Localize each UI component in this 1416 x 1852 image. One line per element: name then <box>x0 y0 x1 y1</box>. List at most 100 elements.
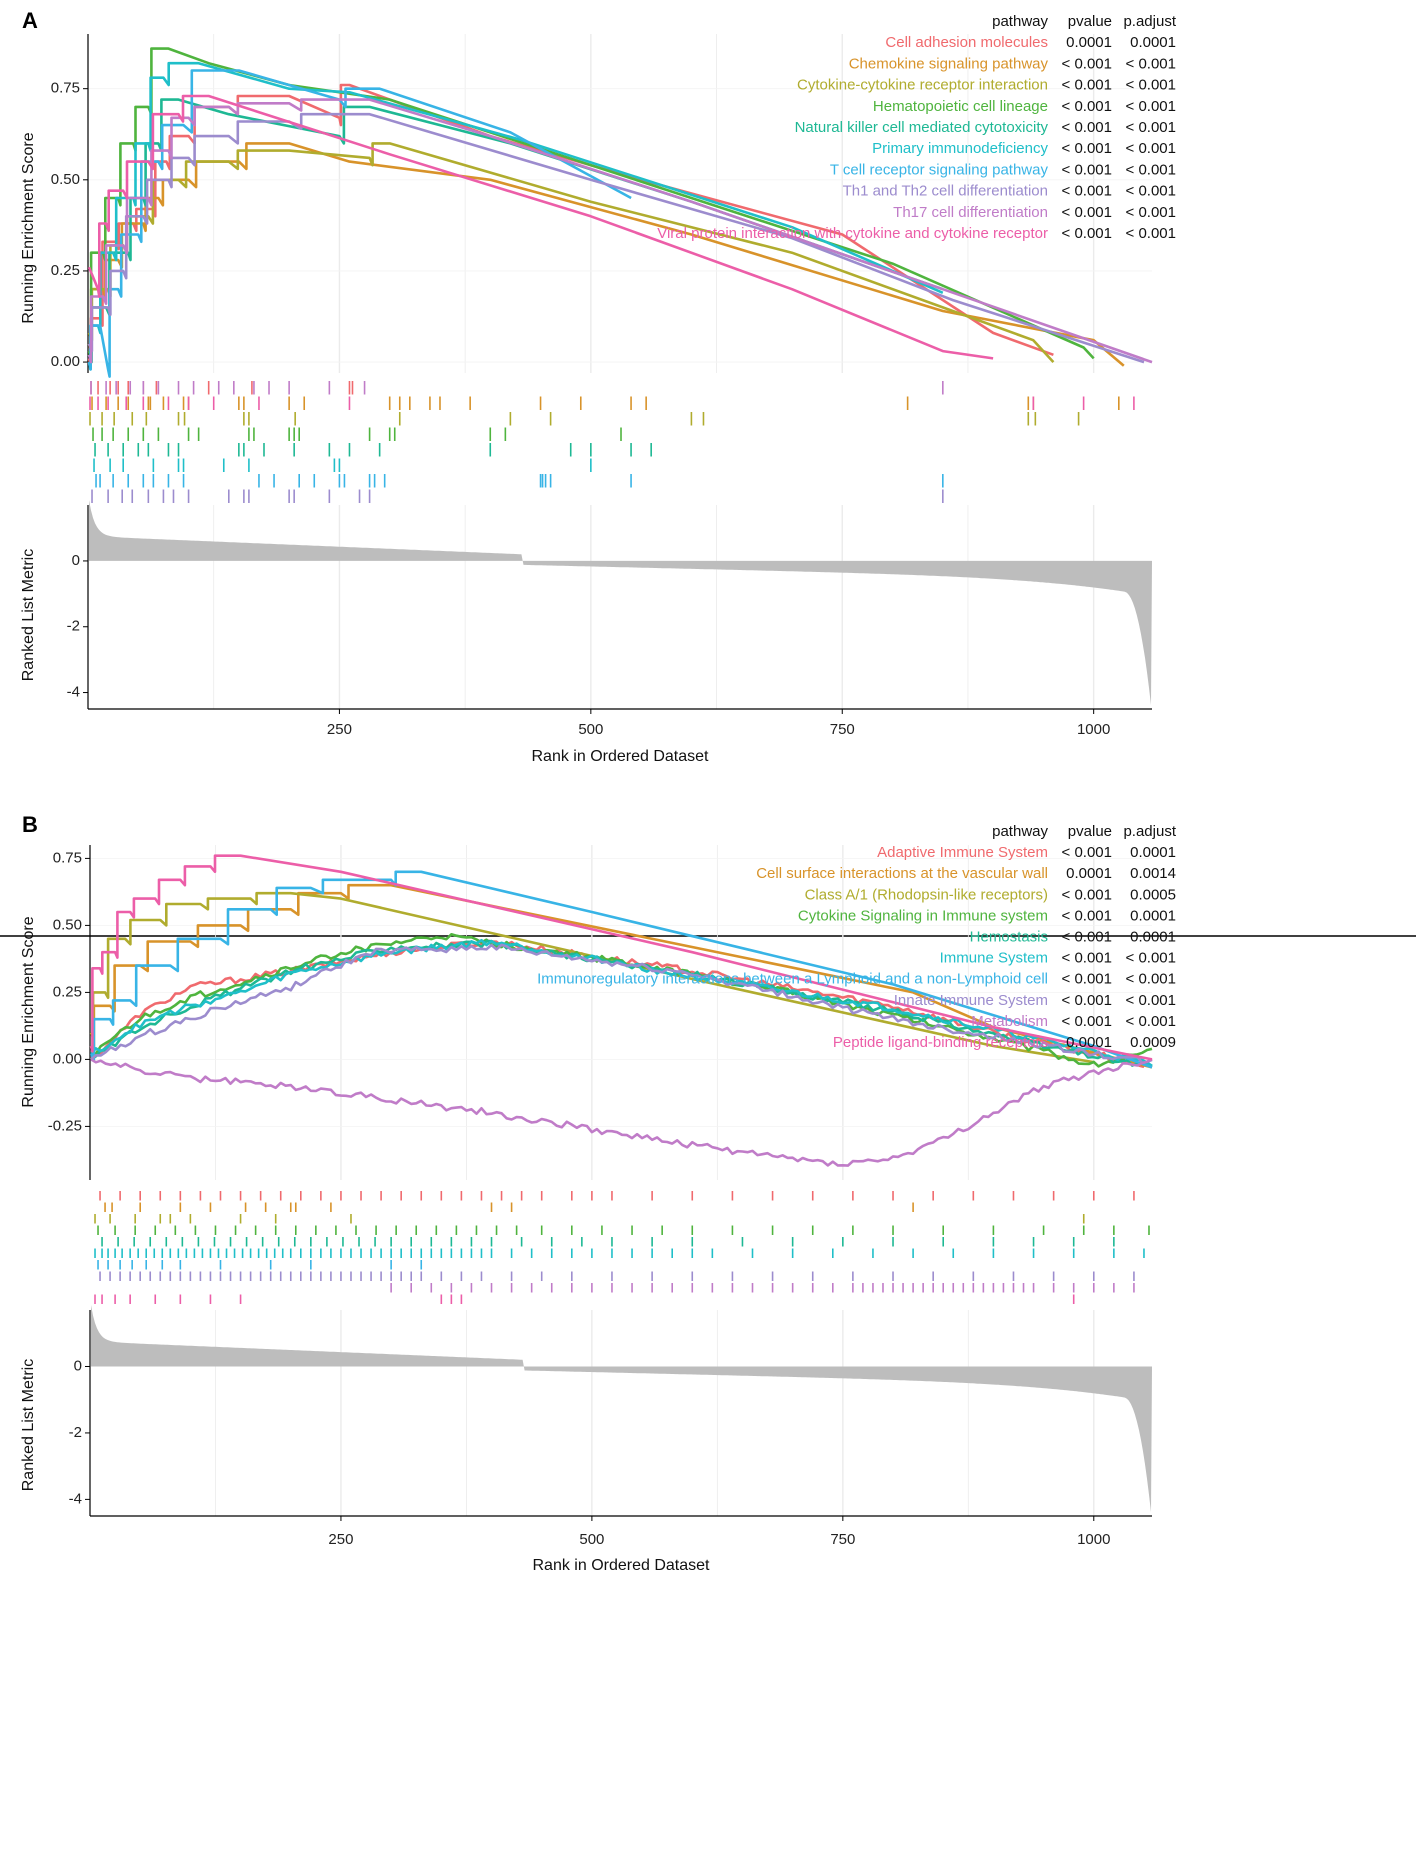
legend-entry-pvalue: < 0.001 <box>1062 225 1112 242</box>
legend-entry-padjust: < 0.001 <box>1126 161 1176 178</box>
series-line <box>87 69 632 378</box>
series-line <box>87 94 994 360</box>
x-axis-label: Rank in Ordered Dataset <box>533 1557 711 1574</box>
legend-entry-padjust: < 0.001 <box>1126 77 1176 94</box>
legend-header-pvalue: pvalue <box>1068 13 1112 30</box>
legend-header-pathway: pathway <box>992 823 1048 840</box>
y-tick-label: 0.50 <box>51 171 80 188</box>
legend-entry-name: Innate Immune System <box>894 992 1048 1009</box>
legend-entry-name: Immune System <box>940 950 1048 967</box>
ranked-tick-label: -4 <box>69 1490 82 1507</box>
legend-entry-name: T cell receptor signaling pathway <box>830 161 1049 178</box>
y-tick-label: 0.75 <box>53 849 82 866</box>
legend-entry-padjust: 0.0001 <box>1130 928 1176 945</box>
ranked-list-area <box>91 1305 1152 1513</box>
series-line <box>90 939 1153 1068</box>
legend-entry-padjust: < 0.001 <box>1126 992 1176 1009</box>
legend-entry-pvalue: < 0.001 <box>1062 971 1112 988</box>
y-tick-label: 0.25 <box>53 983 82 1000</box>
y-axis-label-running-score: Running Enrichment Score <box>20 132 37 323</box>
legend-entry-pvalue: < 0.001 <box>1062 161 1112 178</box>
legend-entry-name: Adaptive Immune System <box>877 844 1048 861</box>
legend-entry-padjust: 0.0005 <box>1130 886 1176 903</box>
legend-entry-pvalue: < 0.001 <box>1062 886 1112 903</box>
ranked-tick-label: 0 <box>74 1357 82 1374</box>
x-tick-label: 250 <box>328 1531 353 1548</box>
legend-entry-name: Primary immunodeficiency <box>872 140 1048 157</box>
legend-entry-pvalue: 0.0001 <box>1066 34 1112 51</box>
legend-header-padjust: p.adjust <box>1123 823 1176 840</box>
y-tick-label: 0.00 <box>53 1050 82 1067</box>
y-tick-label: 0.25 <box>51 262 80 279</box>
legend-entry-padjust: 0.0001 <box>1130 34 1176 51</box>
legend-entry-name: Cytokine Signaling in Immune system <box>798 907 1048 924</box>
legend-entry-name: Class A/1 (Rhodopsin-like receptors) <box>805 886 1048 903</box>
x-tick-label: 500 <box>578 721 603 738</box>
legend-entry-pvalue: < 0.001 <box>1062 55 1112 72</box>
legend-entry-name: Cell surface interactions at the vascula… <box>756 865 1048 882</box>
legend-entry-pvalue: < 0.001 <box>1062 77 1112 94</box>
legend-entry-name: Immunoregulatory interactions between a … <box>537 971 1048 988</box>
ranked-tick-label: -4 <box>67 684 80 701</box>
legend-entry-name: Th1 and Th2 cell differentiation <box>843 183 1048 200</box>
legend-entry-padjust: < 0.001 <box>1126 183 1176 200</box>
x-tick-label: 250 <box>327 721 352 738</box>
legend-entry-padjust: < 0.001 <box>1126 204 1176 221</box>
legend-entry-pvalue: < 0.001 <box>1062 183 1112 200</box>
ranked-tick-label: -2 <box>69 1424 82 1441</box>
legend-entry-pvalue: < 0.001 <box>1062 844 1112 861</box>
legend-entry-padjust: 0.0001 <box>1130 844 1176 861</box>
ranked-tick-label: -2 <box>67 618 80 635</box>
ranked-tick-label: 0 <box>72 552 80 569</box>
series-line <box>90 1057 1153 1167</box>
legend-entry-pvalue: 0.0001 <box>1066 865 1112 882</box>
panel-b: B -0.25 0.00 0.25 0.50 0.75 0 -2 -4 250 500 750 1000… <box>20 812 1177 1574</box>
legend-entry-padjust: < 0.001 <box>1126 140 1176 157</box>
x-tick-label: 1000 <box>1077 721 1110 738</box>
y-axis-label-running-score: Running Enrichment Score <box>20 916 37 1107</box>
series-line <box>90 943 1153 1065</box>
legend-entry-name: Chemokine signaling pathway <box>849 55 1049 72</box>
y-tick-label: -0.25 <box>48 1117 82 1134</box>
legend-entry-pvalue: < 0.001 <box>1062 140 1112 157</box>
x-tick-label: 1000 <box>1077 1531 1110 1548</box>
legend-entry-pvalue: < 0.001 <box>1062 119 1112 136</box>
legend-entry-pvalue: < 0.001 <box>1062 950 1112 967</box>
ranked-list-area <box>89 500 1152 706</box>
legend-entry-padjust: < 0.001 <box>1126 55 1176 72</box>
legend-header-pvalue: pvalue <box>1068 823 1112 840</box>
series-line <box>89 870 1153 1069</box>
legend-entry-name: Hematopoietic cell lineage <box>873 98 1048 115</box>
x-tick-label: 750 <box>830 721 855 738</box>
legend-entry-name: Metabolism <box>971 1013 1048 1030</box>
legend-entry-name: Peptide ligand-binding receptors <box>833 1034 1048 1051</box>
legend-entry-pvalue: < 0.001 <box>1062 204 1112 221</box>
legend-entry-pvalue: < 0.001 <box>1062 992 1112 1009</box>
series-line <box>89 891 1095 1064</box>
legend-entry-pvalue: < 0.001 <box>1062 928 1112 945</box>
y-axis-label-ranked-metric: Ranked List Metric <box>20 1359 37 1492</box>
series-line <box>89 883 1153 1069</box>
x-tick-label: 500 <box>579 1531 604 1548</box>
legend-entry-name: Hemostasis <box>970 928 1048 945</box>
y-tick-label: 0.50 <box>53 916 82 933</box>
legend-entry-padjust: < 0.001 <box>1126 98 1176 115</box>
legend-entry-padjust: < 0.001 <box>1126 225 1176 242</box>
legend-entry-pvalue: < 0.001 <box>1062 98 1112 115</box>
legend-entry-padjust: < 0.001 <box>1126 1013 1176 1030</box>
series-line <box>87 98 1153 364</box>
legend-entry-name: Natural killer cell mediated cytotoxicit… <box>795 119 1049 136</box>
legend-entry-padjust: < 0.001 <box>1126 119 1176 136</box>
y-tick-label: 0.75 <box>51 80 80 97</box>
legend-entry-name: Viral protein interaction with cytokine … <box>657 225 1048 242</box>
panel-label: A <box>22 8 38 33</box>
legend-entry-padjust: 0.0001 <box>1130 907 1176 924</box>
legend-entry-pvalue: 0.0001 <box>1066 1034 1112 1051</box>
y-axis-label-ranked-metric: Ranked List Metric <box>20 549 37 682</box>
legend-entry-pvalue: < 0.001 <box>1062 1013 1112 1030</box>
legend-entry-padjust: < 0.001 <box>1126 950 1176 967</box>
legend-entry-name: Th17 cell differentiation <box>893 204 1048 221</box>
legend-entry-pvalue: < 0.001 <box>1062 907 1112 924</box>
panel-a: A 0.00 0.25 0.50 0.75 0 -2 -4 250 500 750 1000 Rank … <box>20 8 1177 765</box>
